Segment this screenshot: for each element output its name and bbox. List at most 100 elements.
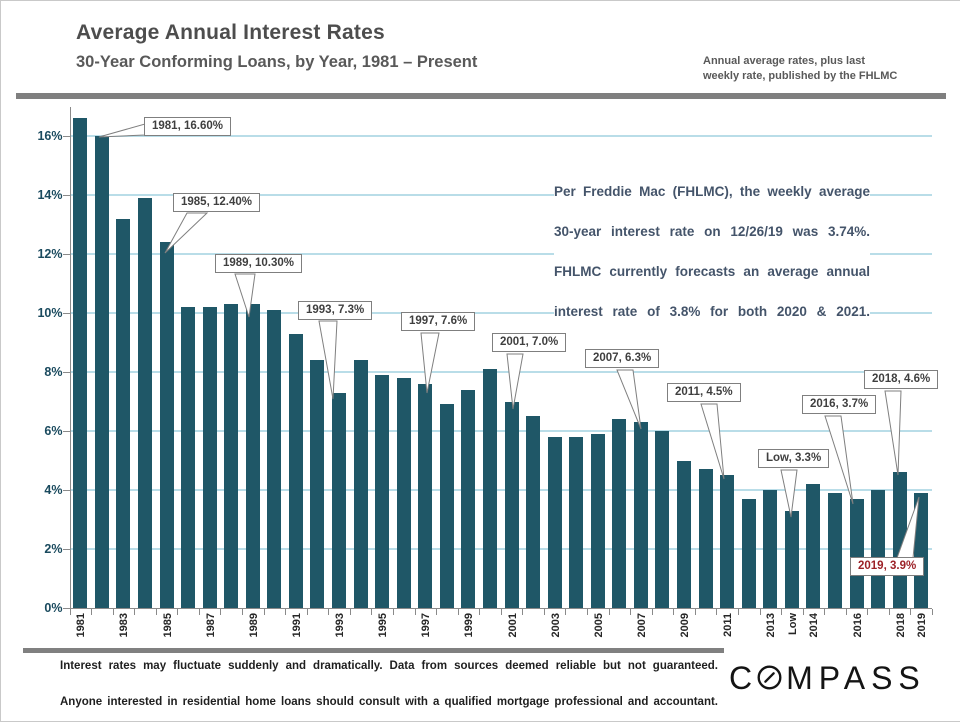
gridline-14pct — [70, 194, 932, 196]
bar-1983 — [116, 218, 131, 608]
x-tickmark — [500, 609, 502, 615]
bar-2006 — [612, 419, 627, 608]
x-tickmark — [888, 609, 890, 615]
callout-1997: 1997, 7.6% — [401, 312, 476, 331]
x-tickmark — [932, 609, 933, 615]
x-tickmark — [392, 609, 394, 615]
y-tickmark — [62, 608, 70, 609]
bar-2010 — [698, 469, 713, 608]
x-tick-label-1993: 1993 — [334, 613, 347, 638]
bar-1988 — [224, 304, 239, 608]
y-axis-line — [69, 107, 71, 609]
x-tick-label-1997: 1997 — [420, 613, 433, 638]
bar-1981 — [73, 118, 88, 608]
disclaimer: Interest rates may fluctuate suddenly an… — [60, 657, 718, 721]
x-tickmark — [867, 609, 869, 615]
x-tickmark — [306, 609, 308, 615]
bar-2015 — [827, 492, 842, 608]
bar-2014 — [806, 484, 821, 608]
x-tick-label-2007: 2007 — [635, 613, 648, 638]
x-tick-label-1983: 1983 — [118, 613, 131, 638]
x-tickmark — [694, 609, 696, 615]
bar-1998 — [439, 404, 454, 608]
y-tickmark — [62, 549, 70, 550]
callout-2018: 2018, 4.6% — [864, 370, 939, 389]
bar-1997 — [418, 383, 433, 608]
forecast-line4: interest rate of 3.8% for both 2020 & 20… — [554, 304, 870, 319]
x-tickmark — [220, 609, 222, 615]
bar-2009 — [677, 460, 692, 608]
x-tick-label-1989: 1989 — [247, 613, 260, 638]
x-tickmark — [781, 609, 783, 615]
bar-2007 — [633, 422, 648, 608]
x-axis-line — [69, 608, 932, 609]
callout-2007: 2007, 6.3% — [585, 349, 660, 368]
x-tickmark — [673, 609, 675, 615]
x-tickmark — [910, 609, 912, 615]
x-tick-label-1985: 1985 — [161, 613, 174, 638]
bar-2002 — [526, 416, 541, 608]
x-tick-label-2003: 2003 — [549, 613, 562, 638]
x-tickmark — [198, 609, 200, 615]
gridline-2pct — [70, 548, 932, 550]
bar-2008 — [655, 431, 670, 608]
x-tickmark — [759, 609, 761, 615]
bar-2012 — [741, 498, 756, 608]
bar-1986 — [181, 307, 196, 608]
callout-2016: 2016, 3.7% — [802, 395, 877, 414]
callout-Low: Low, 3.3% — [758, 449, 830, 468]
gridline-4pct — [70, 489, 932, 491]
x-tickmark — [69, 609, 71, 615]
bar-1995 — [375, 374, 390, 608]
x-tickmark — [845, 609, 847, 615]
x-tick-label-Low: Low — [786, 613, 799, 635]
callout-2001: 2001, 7.0% — [492, 333, 567, 352]
bar-2011 — [720, 475, 735, 608]
x-tickmark — [587, 609, 588, 615]
disclaimer-line2: Anyone interested in residential home lo… — [60, 696, 718, 708]
y-tickmark — [62, 254, 70, 255]
x-tickmark — [112, 609, 114, 615]
gridline-16pct — [70, 135, 932, 137]
x-tick-label-2005: 2005 — [592, 613, 605, 638]
callout-1989: 1989, 10.30% — [215, 254, 302, 273]
y-tick-label: 0% — [44, 601, 63, 615]
x-tickmark — [328, 609, 330, 615]
forecast-line3: FHLMC currently forecasts an average ann… — [554, 264, 870, 279]
x-tick-label-2009: 2009 — [679, 613, 692, 638]
page-title: Average Annual Interest Rates — [76, 21, 385, 44]
bar-2004 — [569, 436, 584, 608]
bar-1999 — [461, 389, 476, 608]
x-tickmark — [134, 609, 136, 615]
y-tickmark — [62, 136, 70, 137]
x-tickmark — [177, 609, 179, 615]
x-tickmark — [651, 609, 653, 615]
callout-2011: 2011, 4.5% — [667, 383, 741, 402]
x-tickmark — [263, 609, 265, 615]
x-tickmark — [824, 609, 826, 615]
bar-1982 — [94, 136, 109, 608]
x-tickmark — [737, 609, 739, 615]
x-tick-label-1995: 1995 — [377, 613, 390, 638]
y-tick-label: 12% — [37, 247, 63, 261]
x-tick-label-1981: 1981 — [75, 613, 88, 638]
compass-logo: C MPASS — [729, 660, 926, 697]
y-tick-label: 10% — [37, 306, 63, 320]
x-tickmark — [155, 609, 157, 615]
x-tickmark — [414, 609, 416, 615]
logo-text-c: C — [729, 660, 759, 696]
y-tick-label: 14% — [37, 188, 63, 202]
bar-2001 — [504, 401, 519, 608]
bar-1987 — [202, 307, 217, 608]
y-tick-label: 6% — [44, 424, 63, 438]
disclaimer-line1: Interest rates may fluctuate suddenly an… — [60, 660, 718, 672]
y-tick-label: 4% — [44, 483, 63, 497]
bar-1993 — [332, 392, 347, 608]
x-tickmark — [630, 609, 632, 615]
bar-1990 — [267, 310, 282, 608]
x-tick-label-2018: 2018 — [894, 613, 907, 638]
x-tickmark — [608, 609, 610, 615]
page-subtitle: 30-Year Conforming Loans, by Year, 1981 … — [76, 53, 478, 71]
